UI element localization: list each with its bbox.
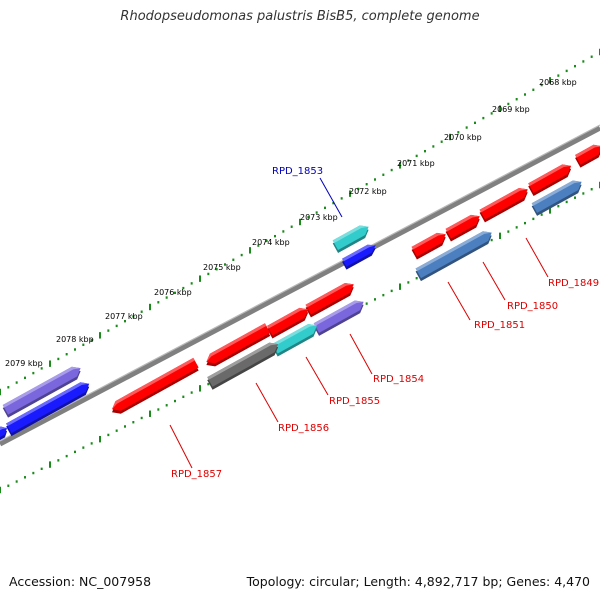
gene-rpd1850-fwd-highlight xyxy=(479,187,528,213)
gene-cyan-mid-highlight xyxy=(272,323,317,347)
scale-label: 2069 kbp xyxy=(492,105,530,114)
gene-edge-red-highlight xyxy=(575,144,600,158)
gene-purple-left-highlight xyxy=(2,366,81,408)
gene-rpd1849b-highlight xyxy=(445,214,480,232)
gene-edge-red xyxy=(575,144,600,168)
gene-rpd1856-fwd-highlight xyxy=(206,323,267,362)
gene-rpd1857 xyxy=(112,357,199,414)
gene-purple-left xyxy=(2,366,81,418)
gene-steelblue-2 xyxy=(531,180,582,216)
gene-label: RPD_1857 xyxy=(171,469,222,480)
gene-gray-mid xyxy=(207,342,279,390)
gene-label: RPD_1855 xyxy=(329,396,380,407)
map-title: Rhodopseudomonas palustris BisB5, comple… xyxy=(120,9,480,24)
accession-text: Accession: NC_007958 xyxy=(9,574,152,589)
gene-leader-line xyxy=(447,281,471,321)
scale-label: 2070 kbp xyxy=(444,133,482,142)
gene-rpd1851-fwd-highlight xyxy=(528,164,572,186)
gene-blue-left-highlight xyxy=(6,382,90,427)
gene-rpd1851-fwd xyxy=(528,164,572,196)
gene-rpd1855-fwd-body xyxy=(267,307,309,336)
gene-leader-line xyxy=(525,237,549,278)
gene-steelblue-1 xyxy=(415,231,492,282)
gene-cyan-mid-body xyxy=(272,323,317,354)
gene-gray-mid-highlight xyxy=(207,342,279,380)
gene-steelblue-1-highlight xyxy=(415,231,492,272)
gene-label: RPD_1849 xyxy=(548,278,599,289)
gene-steelblue-2-body xyxy=(531,180,582,213)
gene-label: RPD_1851 xyxy=(474,320,525,331)
scale-label: 2078 kbp xyxy=(56,335,94,344)
gene-blue-edge xyxy=(0,426,7,441)
gene-purple-left-body xyxy=(2,366,81,415)
gene-rpd1849a-body xyxy=(411,232,446,257)
gene-leader-line xyxy=(305,356,329,396)
gene-rpd1850-fwd-body xyxy=(479,187,528,220)
gene-blue-left xyxy=(6,382,90,437)
topology-text: Topology: circular; Length: 4,892,717 bp… xyxy=(246,574,590,589)
gene-features xyxy=(0,144,600,441)
scale-label: 2076 kbp xyxy=(154,288,192,297)
gene-rpd1855-fwd-highlight xyxy=(267,307,309,329)
gene-small-blue-body xyxy=(342,244,376,267)
gene-rpd1856-fwd-body xyxy=(206,323,271,364)
backbone-highlight xyxy=(0,124,600,442)
gene-labels: RPD_1853 RPD_1849 RPD_1850 RPD_1851 RPD_1854… xyxy=(169,166,599,480)
gene-label: RPD_1854 xyxy=(373,374,424,385)
gene-purple-mid xyxy=(313,300,364,336)
scale-label: 2077 kbp xyxy=(105,312,143,321)
gene-edge-red-body xyxy=(575,144,600,165)
gene-rpd1853-highlight xyxy=(332,225,369,244)
gene-label: RPD_1850 xyxy=(507,301,558,312)
scale-labels: 2068 kbp 2069 kbp 2070 kbp 2071 kbp 2072 kbp… xyxy=(5,78,577,368)
gene-cyan-mid xyxy=(272,323,317,357)
gene-small-blue xyxy=(342,244,376,270)
gene-rpd1857-body xyxy=(112,357,199,411)
gene-steelblue-1-body xyxy=(415,231,492,279)
gene-rpd1855-fwd xyxy=(267,307,309,339)
backbone-line xyxy=(0,125,600,447)
scale-label: 2075 kbp xyxy=(203,263,241,272)
gene-rpd1850-fwd xyxy=(479,187,528,223)
gene-steelblue-2-highlight xyxy=(531,180,582,206)
gene-label: RPD_1853 xyxy=(272,166,323,177)
gene-rpd1849a-highlight xyxy=(411,232,446,250)
scale-label: 2074 kbp xyxy=(252,238,290,247)
gene-rpd1851-fwd-body xyxy=(528,164,572,193)
scale-label: 2068 kbp xyxy=(539,78,577,87)
gene-rpd1849a xyxy=(411,232,446,260)
gene-blue-edge-highlight xyxy=(0,426,7,431)
gene-blue-left-body xyxy=(6,382,90,434)
gene-purple-mid-highlight xyxy=(313,300,364,326)
gene-rpd1854-fwd-highlight xyxy=(305,282,354,308)
gene-leader-line xyxy=(349,333,373,375)
gene-gray-mid-body xyxy=(207,342,279,387)
gene-rpd1853 xyxy=(332,225,369,254)
gene-rpd1849b xyxy=(445,214,480,242)
gene-small-blue-highlight xyxy=(342,244,376,262)
gene-rpd1854-fwd xyxy=(305,282,354,318)
scale-label: 2071 kbp xyxy=(397,159,435,168)
gene-leader-line xyxy=(482,261,506,301)
gene-rpd1856-fwd xyxy=(206,323,271,367)
gene-rpd1854-fwd-body xyxy=(305,282,354,315)
genome-backbone xyxy=(0,124,600,447)
gene-leader-line xyxy=(169,424,193,469)
gene-purple-mid-body xyxy=(313,300,364,333)
gene-rpd1857-highlight xyxy=(112,357,195,410)
gene-label: RPD_1856 xyxy=(278,423,329,434)
gene-rpd1849b-body xyxy=(445,214,480,239)
scale-label: 2079 kbp xyxy=(5,359,43,368)
gene-leader-line xyxy=(255,382,279,423)
gene-rpd1853-body xyxy=(332,225,369,251)
scale-label: 2073 kbp xyxy=(300,213,338,222)
scale-label: 2072 kbp xyxy=(349,187,387,196)
gene-leader-line xyxy=(319,177,343,218)
